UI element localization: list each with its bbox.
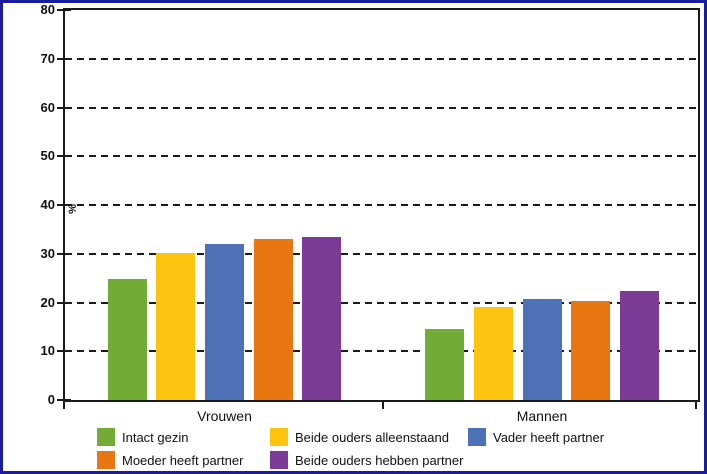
y-tick-50 [57,155,71,158]
gridline-60 [65,106,698,109]
legend-item-2: Vader heeft partner [468,428,604,446]
y-tick-label-30: 30 [40,245,55,261]
legend-label: Vader heeft partner [493,429,605,445]
y-axis-title: % [67,204,79,214]
legend-swatch-icon [97,451,115,469]
legend-label: Beide ouders alleenstaand [295,429,449,445]
legend-item-0: Intact gezin [97,428,189,446]
bar-vrouwen-series-1 [156,252,196,400]
bar-mannen-series-1 [473,307,513,400]
y-tick-30 [57,252,71,255]
legend-item-4: Beide ouders hebben partner [270,451,463,469]
y-tick-60 [57,106,71,109]
bar-mannen-series-0 [425,329,465,400]
bar-vrouwen-series-4 [302,237,342,400]
gridline-70 [65,57,698,60]
bar-mannen-series-4 [619,290,659,400]
gridline-40 [65,204,698,206]
bar-mannen-series-3 [571,301,611,400]
plot-area: % 0 10 20 30 40 50 60 70 80 Vrouwen Mannen [41,3,700,424]
x-tick-1 [382,402,384,409]
x-tick-2 [695,402,697,409]
legend-swatch-icon [468,428,486,446]
y-tick-label-40: 40 [40,197,55,212]
category-label-mannen: Mannen [516,408,568,424]
y-tick-label-20: 20 [40,294,55,310]
y-tick-label-10: 10 [40,343,55,359]
y-tick-label-70: 70 [40,50,55,66]
bar-mannen-series-2 [522,299,562,400]
gridline-50 [65,155,698,158]
y-tick-label-80: 80 [40,2,55,17]
y-tick-label-60: 60 [40,99,55,115]
y-tick-10 [57,350,71,353]
gridline-10 [65,350,698,353]
bar-vrouwen-series-0 [107,279,147,400]
legend-label: Beide ouders hebben partner [295,452,464,468]
y-tick-70 [57,57,71,60]
x-tick-0 [63,402,65,409]
y-tick-40 [57,204,71,206]
y-tick-20 [57,301,71,304]
category-label-vrouwen: Vrouwen [197,408,252,424]
legend-swatch-icon [97,428,115,446]
y-tick-80 [57,9,71,11]
bar-vrouwen-series-3 [253,239,293,400]
gridline-30 [65,252,698,255]
legend-swatch-icon [270,428,288,446]
y-tick-label-50: 50 [40,148,55,164]
legend-label: Intact gezin [122,429,189,445]
legend-swatch-icon [270,451,288,469]
gridline-20 [65,301,698,304]
legend-label: Moeder heeft partner [122,452,244,468]
y-tick-0 [57,399,71,401]
y-tick-label-0: 0 [47,392,55,407]
legend-item-1: Beide ouders alleenstaand [270,428,449,446]
legend-item-3: Moeder heeft partner [97,451,243,469]
bar-vrouwen-series-2 [205,243,244,400]
